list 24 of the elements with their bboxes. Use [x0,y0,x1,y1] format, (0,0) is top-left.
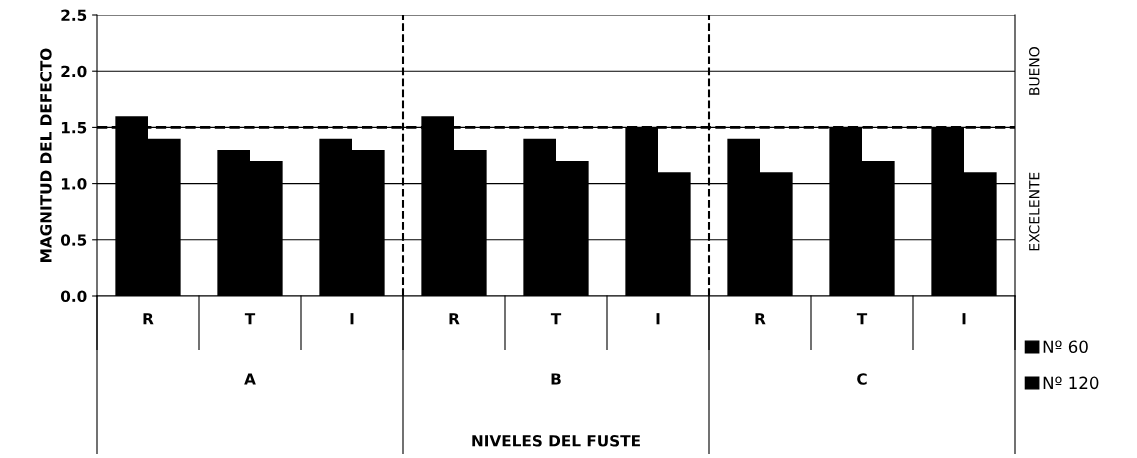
legend-label: Nº 120 [1043,376,1099,390]
x-tick-label: I [962,313,966,325]
y-axis-title: MAGNITUD DEL DEFECTO [40,48,52,262]
legend-label: Nº 60 [1043,340,1088,354]
text: NIVELES DEL FUSTE [472,435,640,447]
text: EXCELENTE [1029,172,1040,251]
x-tick-label: R [449,313,460,325]
y-tick-label: 2.5 [61,9,87,22]
x-tick-label: R [143,313,154,325]
x-tick-label: T [856,313,868,325]
text: B [551,373,561,385]
y-tick-label: 2.0 [61,65,87,78]
y-tick-label: 0.0 [60,290,87,303]
x-tick-label: I [656,313,660,325]
y-tick-label: 0.5 [60,234,87,246]
y-tick-label: 1.0 [61,178,87,190]
text: BUENO [1029,47,1040,95]
x-tick-label: T [550,313,562,325]
text: C [857,373,867,385]
text: A [244,373,256,385]
x-tick-label: T [244,313,256,325]
y-tick-label: 1.5 [61,122,87,134]
x-tick-label: R [755,313,766,325]
x-tick-label: I [350,313,354,325]
